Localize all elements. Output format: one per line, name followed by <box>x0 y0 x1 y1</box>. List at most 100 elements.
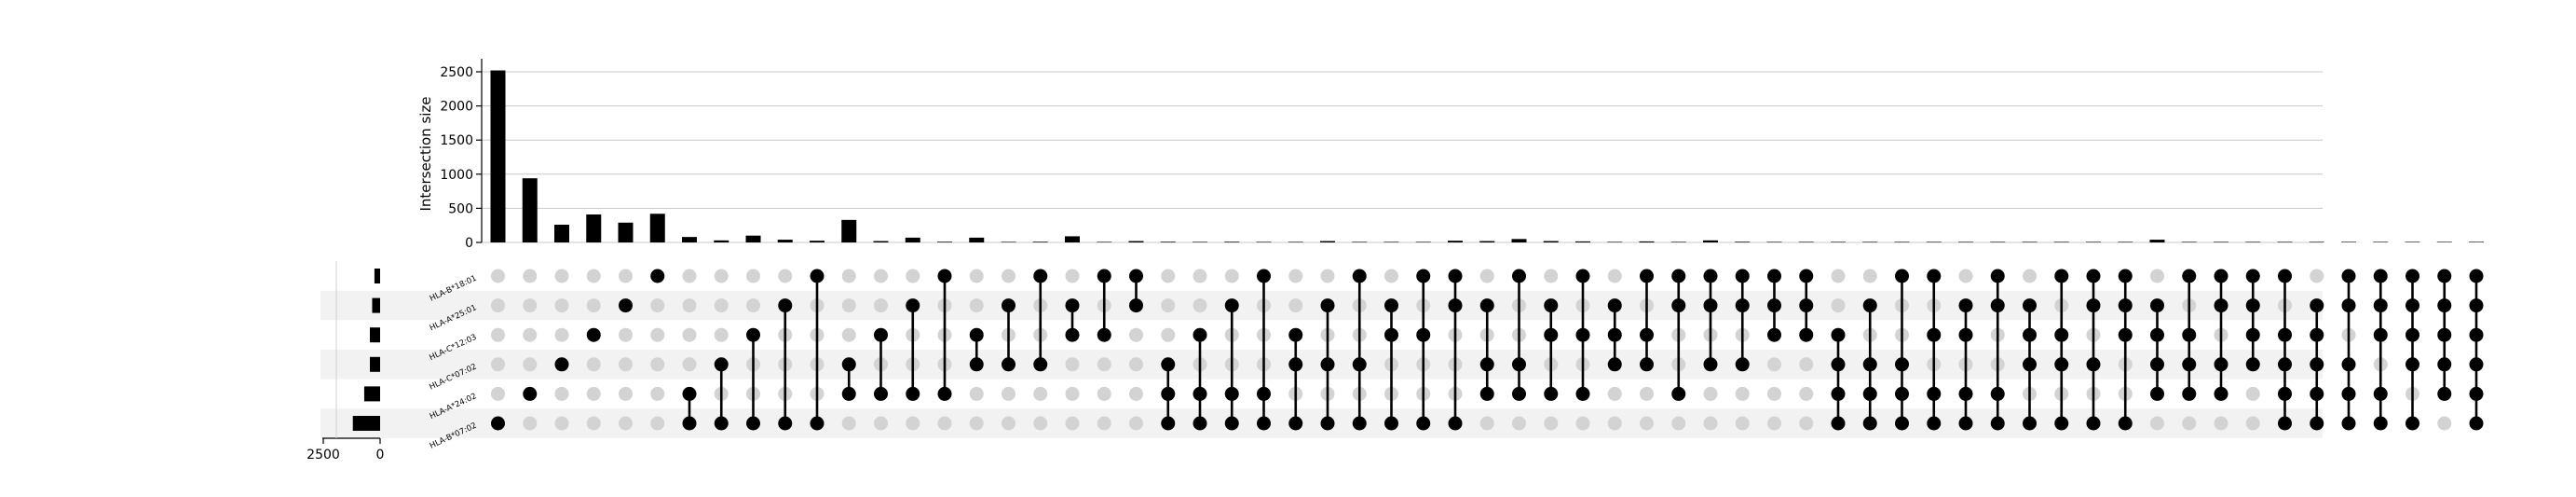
matrix-dot-filled <box>1288 327 1303 342</box>
matrix-dot-empty <box>1607 269 1622 283</box>
intersection-bar <box>905 237 920 242</box>
matrix-dot-filled <box>937 269 952 283</box>
matrix-dot-empty <box>619 357 633 372</box>
matrix-dot-filled <box>874 327 888 342</box>
matrix-dot-filled <box>1990 386 2005 401</box>
matrix-dot-filled <box>1895 269 1909 283</box>
matrix-dot-filled <box>1257 416 1271 431</box>
matrix-dot-filled <box>2150 327 2164 342</box>
matrix-dot-filled <box>1002 357 1015 372</box>
matrix-dot-filled <box>969 327 984 342</box>
matrix-dot-filled <box>1512 269 1526 283</box>
matrix-dot-filled <box>2086 269 2101 283</box>
matrix-dot-empty <box>746 298 760 313</box>
y-tick-label: 2000 <box>440 100 473 115</box>
matrix-dot-filled <box>2469 357 2484 372</box>
matrix-dot-filled <box>1033 357 1048 372</box>
matrix-dot-filled <box>1767 298 1781 313</box>
matrix-dot-empty <box>714 298 729 313</box>
set-size-bar <box>352 416 380 431</box>
matrix-dot-filled <box>2341 386 2356 401</box>
matrix-dot-empty <box>841 327 856 342</box>
matrix-dot-empty <box>491 386 505 401</box>
matrix-dot-empty <box>491 357 505 372</box>
matrix-dot-filled <box>1288 357 1303 372</box>
matrix-dot-filled <box>2023 357 2037 372</box>
intersection-bar <box>841 219 857 242</box>
matrix-dot-empty <box>1129 416 1143 431</box>
matrix-dot-filled <box>682 386 697 401</box>
matrix-dot-empty <box>1479 416 1494 431</box>
set-size-bar <box>363 386 380 402</box>
intersection-bar <box>714 240 729 242</box>
matrix-dot-filled <box>2054 327 2069 342</box>
matrix-dot-filled <box>2150 357 2164 372</box>
matrix-dot-filled <box>2310 327 2324 342</box>
matrix-dot-filled <box>937 386 952 401</box>
matrix-dot-empty <box>491 298 505 313</box>
set-size-tick-label: 0 <box>376 448 385 462</box>
y-tick-label: 500 <box>448 201 473 216</box>
set-size-bars <box>352 269 380 431</box>
matrix-dot-empty <box>523 269 538 283</box>
matrix-dot-empty <box>523 357 538 372</box>
matrix-dot-empty <box>1384 269 1398 283</box>
matrix-dot-filled <box>1479 357 1494 372</box>
matrix-dot-filled <box>2086 416 2101 431</box>
matrix-dot-empty <box>1161 327 1176 342</box>
matrix-dot-empty <box>714 327 729 342</box>
matrix-dot-filled <box>1224 298 1239 313</box>
matrix-dot-empty <box>682 357 697 372</box>
matrix-dot-filled <box>714 357 729 372</box>
matrix-dot-filled <box>2118 298 2133 313</box>
matrix-dot-filled <box>1831 386 1846 401</box>
matrix-dot-empty <box>586 386 601 401</box>
matrix-dot-empty <box>1097 386 1111 401</box>
matrix-dot-filled <box>2023 327 2037 342</box>
matrix-dot-filled <box>1799 269 1814 283</box>
matrix-dot-empty <box>874 416 888 431</box>
matrix-dot-filled <box>2150 298 2164 313</box>
set-size-axis: 2500 0 <box>307 261 384 462</box>
matrix-dot-empty <box>874 298 888 313</box>
matrix-dot-filled <box>2054 416 2069 431</box>
matrix-dot-filled <box>1671 269 1686 283</box>
matrix-dot-empty <box>1831 269 1846 283</box>
matrix-dot-filled <box>2118 327 2133 342</box>
matrix-dot-filled <box>2373 386 2388 401</box>
matrix-dot-filled <box>2406 357 2419 372</box>
intersection-bar <box>810 241 825 242</box>
intersection-bar <box>586 214 602 242</box>
matrix-dot-filled <box>1703 357 1718 372</box>
matrix-dot-empty <box>1320 269 1335 283</box>
intersection-bar <box>1065 236 1080 242</box>
matrix-dot-empty <box>1002 269 1015 283</box>
matrix-dot-filled <box>2245 298 2260 313</box>
matrix-dot-filled <box>1862 357 1877 372</box>
matrix-dot-empty <box>586 269 601 283</box>
matrix-dot-filled <box>1735 298 1750 313</box>
matrix-dot-empty <box>682 327 697 342</box>
matrix-dot-filled <box>1352 269 1367 283</box>
matrix-dot-filled <box>1607 357 1622 372</box>
set-size-bar <box>370 356 380 372</box>
y-tick-label: 1500 <box>440 133 473 148</box>
matrix-dot-filled <box>1416 327 1431 342</box>
matrix-dot-empty <box>1607 386 1622 401</box>
matrix-dot-filled <box>2341 298 2356 313</box>
matrix-dot-filled <box>1544 386 1559 401</box>
matrix-dot-filled <box>810 269 825 283</box>
matrix-dot-filled <box>2023 416 2037 431</box>
matrix-dot-filled <box>1193 386 1207 401</box>
matrix-dot-empty <box>491 269 505 283</box>
matrix-dot-filled <box>2278 357 2292 372</box>
matrix-dot-empty <box>1002 386 1015 401</box>
matrix-dot-filled <box>1862 416 1877 431</box>
matrix-dot-empty <box>650 386 665 401</box>
matrix-dot-filled <box>1161 357 1176 372</box>
matrix-dot-filled <box>1575 269 1590 283</box>
matrix-dot-empty <box>1097 416 1111 431</box>
matrix-dot-empty <box>1640 416 1654 431</box>
intersection-bar <box>1511 239 1527 242</box>
matrix-dot-filled <box>1065 298 1080 313</box>
